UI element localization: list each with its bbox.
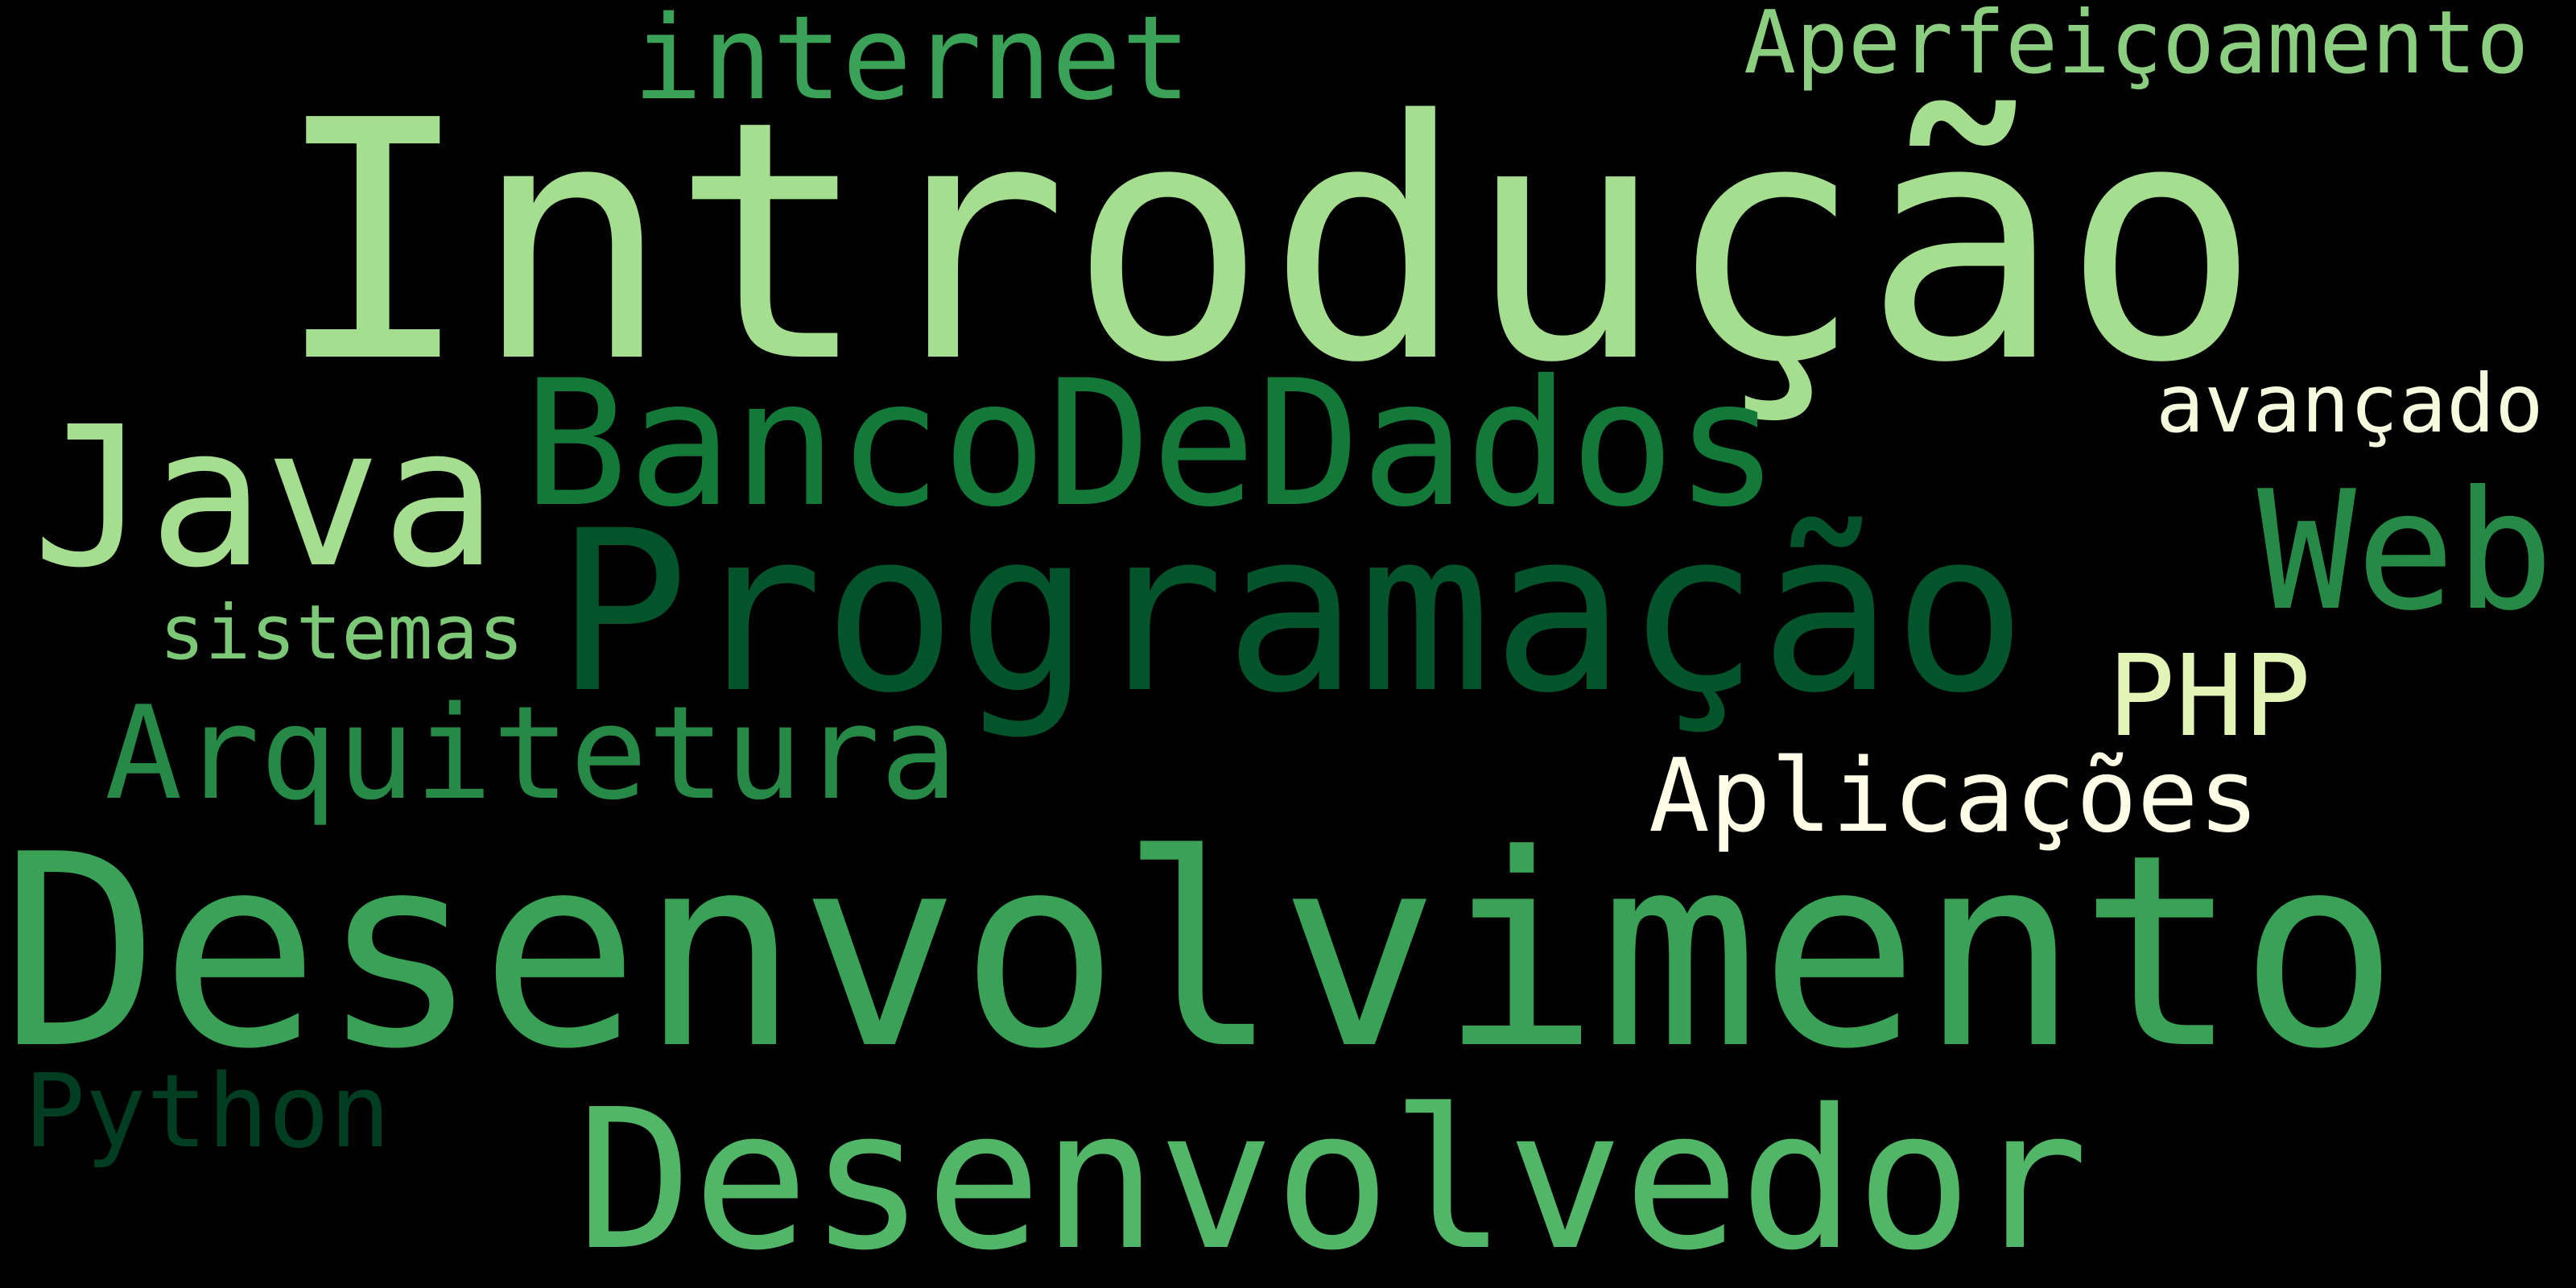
word-programacao: Programação bbox=[555, 484, 2027, 742]
word-avancado: avançado bbox=[2156, 357, 2544, 451]
word-php: PHP bbox=[2107, 631, 2311, 762]
word-sistemas: sistemas bbox=[159, 589, 524, 677]
word-arquitetura: Arquitetura bbox=[105, 678, 958, 828]
word-desenvolvedor: Desenvolvedor bbox=[576, 1067, 2089, 1288]
word-desenvolvimento: Desenvolvimento bbox=[0, 798, 2400, 1107]
word-aplicacoes: Aplicações bbox=[1649, 737, 2260, 855]
word-java: Java bbox=[32, 385, 497, 610]
word-introducao: Introdução bbox=[274, 50, 2261, 435]
word-bancodedados: BancoDeDados bbox=[523, 343, 1780, 545]
word-python: Python bbox=[24, 1052, 391, 1170]
word-internet: internet bbox=[633, 0, 1191, 126]
word-aperfeicoamento: Aperfeiçoamento bbox=[1744, 0, 2529, 93]
word-web: Web bbox=[2257, 456, 2554, 647]
